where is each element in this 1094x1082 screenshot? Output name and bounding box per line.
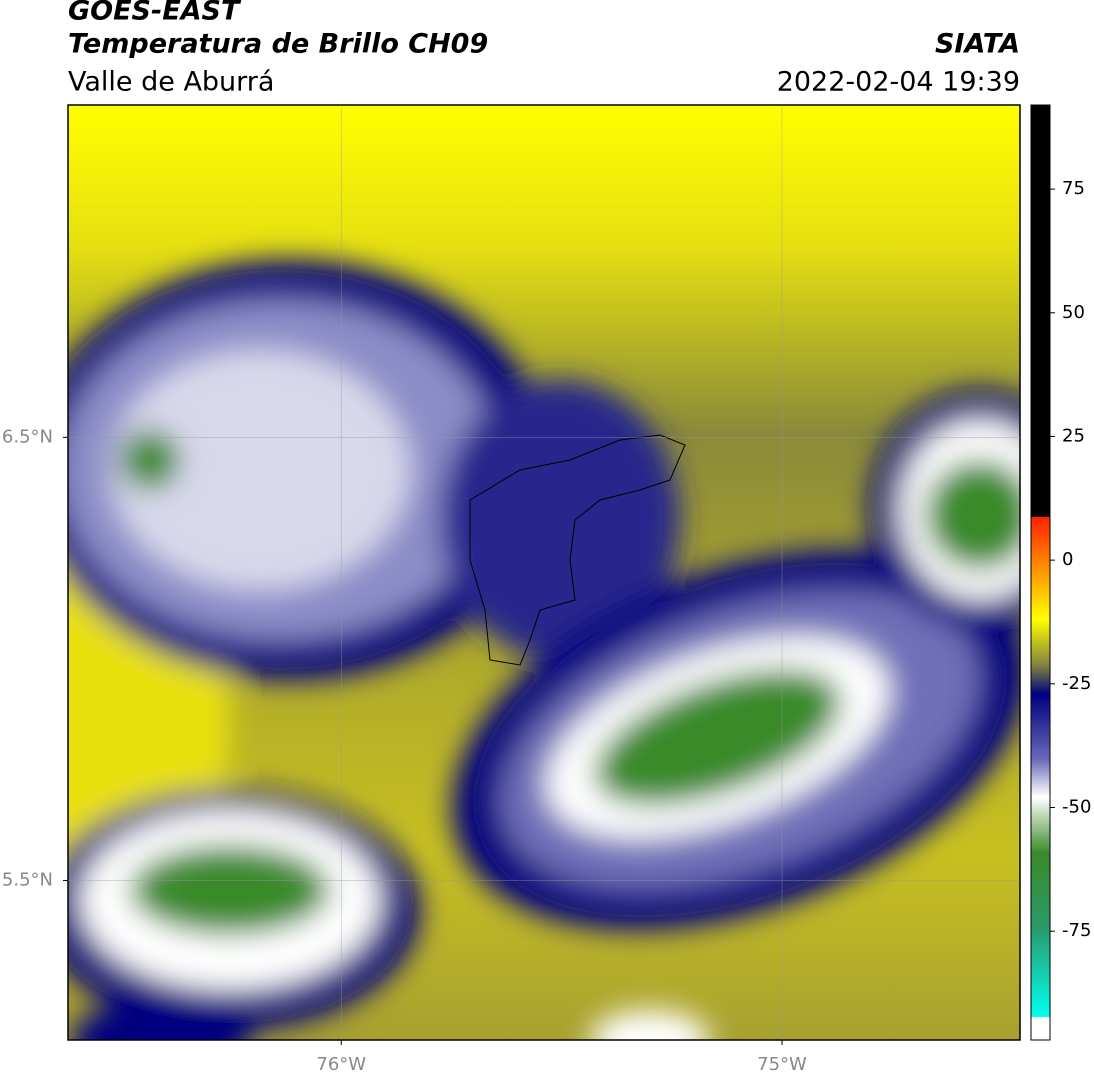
satellite-image: [68, 105, 1020, 1040]
region: Valle de Aburrá: [68, 67, 274, 98]
colorbar-tick-label: 0: [1062, 549, 1073, 570]
colorbar-tick-label: 75: [1062, 178, 1085, 199]
x-tick-label: 76°W: [316, 1054, 366, 1075]
colorbar-tick-label: -25: [1062, 673, 1091, 694]
y-tick-label: 5.5°N: [2, 869, 53, 890]
colorbar-tick-label: 25: [1062, 425, 1085, 446]
colorbar: [1030, 104, 1051, 1041]
map-frame: [67, 104, 1021, 1041]
colorbar-tick-label: -50: [1062, 796, 1091, 817]
x-tick-label: 75°W: [757, 1054, 807, 1075]
title: GOES-EAST: [68, 0, 242, 27]
subtitle: Temperatura de Brillo CH09: [68, 29, 488, 60]
datetime: 2022-02-04 19:39: [777, 67, 1020, 98]
colorbar-tick-label: -75: [1062, 920, 1091, 941]
y-tick-label: 6.5°N: [2, 426, 53, 447]
colorbar-tick-label: 50: [1062, 302, 1085, 323]
source: SIATA: [935, 29, 1020, 60]
